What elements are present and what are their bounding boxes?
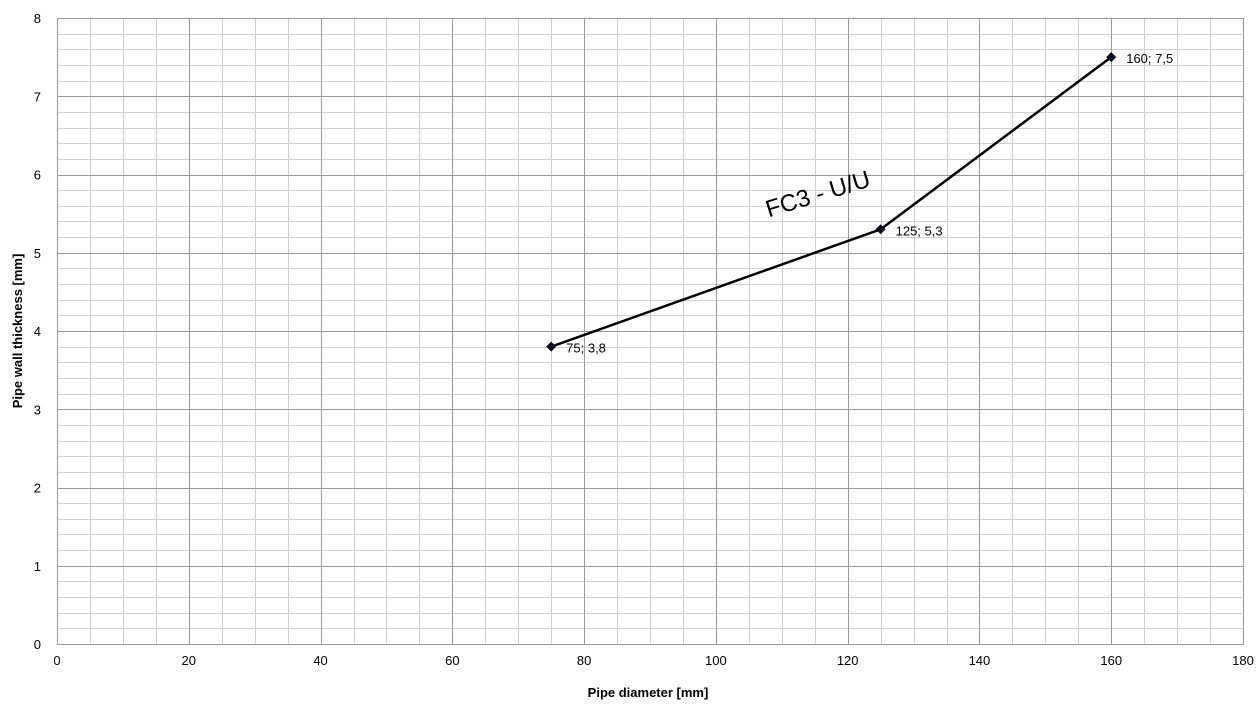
data-label: 75; 3,8	[566, 341, 606, 356]
y-tick-label: 3	[34, 402, 41, 417]
annotations: FC3 - U/U	[762, 166, 873, 223]
y-tick-label: 7	[34, 89, 41, 104]
x-tick-label: 100	[705, 653, 727, 668]
x-tick-label: 120	[837, 653, 859, 668]
series-layer	[546, 52, 1117, 352]
y-tick-label: 5	[34, 246, 41, 261]
y-tick-label: 8	[34, 11, 41, 26]
data-point-marker	[875, 224, 886, 235]
y-tick-label: 6	[34, 168, 41, 183]
data-labels: 75; 3,8 125; 5,3 160; 7,5	[566, 51, 1173, 356]
x-tick-label: 180	[1232, 653, 1254, 668]
x-axis-title: Pipe diameter [mm]	[588, 685, 709, 700]
data-point-marker	[1106, 52, 1117, 63]
x-tick-label: 60	[445, 653, 459, 668]
y-tick-label: 0	[34, 637, 41, 652]
x-tick-label: 40	[313, 653, 327, 668]
x-tick-label: 0	[53, 653, 60, 668]
y-axis-title: Pipe wall thickness [mm]	[10, 254, 25, 409]
data-point-marker	[546, 341, 557, 352]
y-tick-label: 1	[34, 559, 41, 574]
x-tick-label: 80	[577, 653, 591, 668]
x-axis-ticks: 0 20 40 60 80 100 120 140 160 180	[53, 653, 1253, 668]
data-label: 125; 5,3	[896, 223, 943, 238]
series-annotation: FC3 - U/U	[762, 166, 873, 223]
data-label: 160; 7,5	[1126, 51, 1173, 66]
plot-area-frame	[57, 18, 1244, 645]
y-tick-label: 2	[34, 481, 41, 496]
y-tick-label: 4	[34, 324, 41, 339]
x-tick-label: 140	[969, 653, 991, 668]
x-tick-label: 160	[1100, 653, 1122, 668]
x-tick-label: 20	[182, 653, 196, 668]
y-axis-ticks: 0 1 2 3 4 5 6 7 8	[34, 11, 41, 652]
